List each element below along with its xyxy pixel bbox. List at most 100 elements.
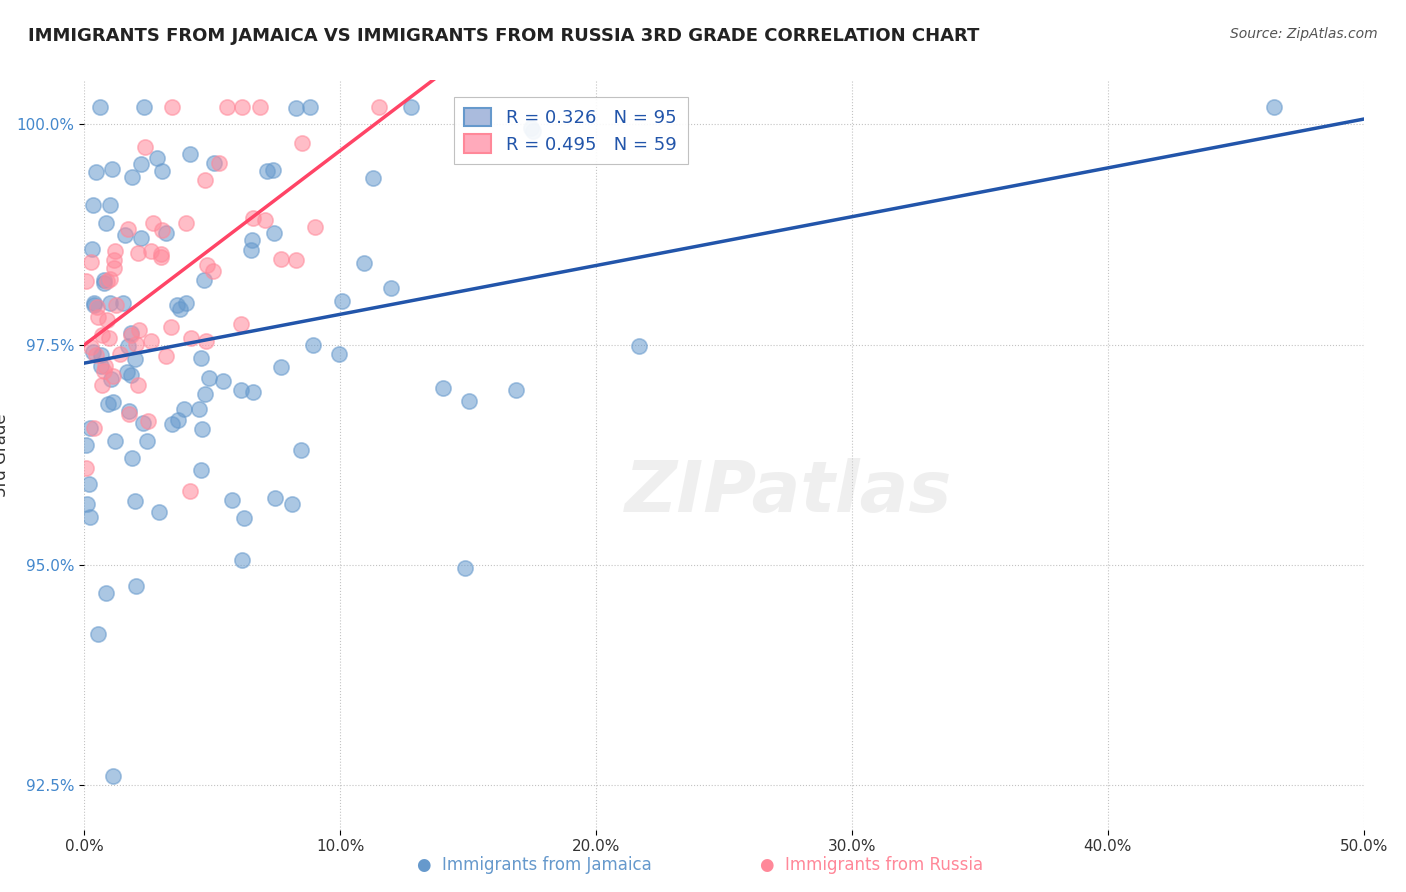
Point — [84, 165, 107, 179]
Point — [80, 255, 103, 269]
Point — [399, 100, 422, 114]
Point — [79, 509, 101, 524]
Point — [124, 493, 146, 508]
Point — [190, 462, 212, 476]
Point — [89, 100, 111, 114]
Point — [111, 295, 134, 310]
Point — [86, 626, 108, 640]
Point — [108, 347, 131, 361]
Point — [263, 226, 285, 240]
Point — [242, 211, 264, 225]
Point — [179, 483, 201, 498]
Point — [290, 443, 312, 458]
Point — [149, 247, 172, 261]
Point — [76, 497, 98, 511]
Point — [82, 344, 104, 359]
Point — [166, 298, 188, 312]
Point — [212, 374, 235, 388]
Point — [627, 339, 650, 353]
Point — [98, 296, 121, 310]
Point — [93, 276, 115, 290]
Point — [94, 359, 117, 374]
Point — [120, 326, 142, 341]
Point — [522, 124, 544, 138]
Point — [121, 169, 143, 184]
Point — [194, 173, 217, 187]
Point — [231, 553, 253, 567]
Point — [104, 434, 127, 448]
Point — [179, 147, 201, 161]
Point — [270, 360, 292, 375]
Point — [114, 228, 136, 243]
Point — [380, 280, 402, 294]
Point — [134, 100, 156, 114]
Point — [125, 579, 148, 593]
Point — [93, 364, 115, 378]
Point — [361, 171, 384, 186]
Point — [160, 100, 183, 114]
Point — [90, 377, 112, 392]
Point — [280, 497, 302, 511]
Point — [188, 402, 211, 417]
Text: ●  Immigrants from Russia: ● Immigrants from Russia — [761, 856, 983, 874]
Point — [368, 100, 391, 114]
Point — [124, 351, 146, 366]
Point — [103, 252, 125, 267]
Point — [121, 450, 143, 465]
Point — [94, 216, 117, 230]
Point — [96, 313, 118, 327]
Point — [120, 368, 142, 382]
Point — [299, 100, 322, 114]
Point — [195, 334, 218, 348]
Point — [117, 221, 139, 235]
Point — [148, 505, 170, 519]
Point — [100, 372, 122, 386]
Point — [86, 300, 108, 314]
Point — [97, 397, 120, 411]
Point — [75, 437, 97, 451]
Point — [242, 385, 264, 400]
Point — [240, 243, 263, 257]
Point — [284, 101, 307, 115]
Point — [198, 370, 221, 384]
Point — [75, 461, 97, 475]
Point — [141, 244, 163, 258]
Text: ●  Immigrants from Jamaica: ● Immigrants from Jamaica — [418, 856, 651, 874]
Point — [173, 402, 195, 417]
Point — [101, 394, 124, 409]
Point — [83, 296, 105, 310]
Point — [249, 100, 271, 114]
Point — [221, 493, 243, 508]
Point — [79, 421, 101, 435]
Point — [240, 234, 263, 248]
Text: ZIPatlas: ZIPatlas — [624, 458, 952, 527]
Point — [132, 416, 155, 430]
Point — [127, 377, 149, 392]
Point — [193, 273, 215, 287]
Point — [87, 310, 110, 324]
Point — [83, 421, 105, 435]
Text: Source: ZipAtlas.com: Source: ZipAtlas.com — [1230, 27, 1378, 41]
Point — [302, 338, 325, 352]
Point — [155, 349, 177, 363]
Point — [97, 331, 120, 345]
Point — [150, 223, 173, 237]
Point — [229, 317, 252, 331]
Point — [90, 348, 112, 362]
Point — [169, 301, 191, 316]
Point — [304, 220, 326, 235]
Y-axis label: 3rd Grade: 3rd Grade — [0, 413, 10, 497]
Point — [270, 252, 292, 266]
Point — [202, 264, 225, 278]
Point — [127, 246, 149, 260]
Point — [98, 272, 121, 286]
Point — [180, 331, 202, 345]
Point — [1263, 100, 1285, 114]
Point — [353, 256, 375, 270]
Point — [195, 259, 218, 273]
Point — [505, 383, 527, 397]
Point — [91, 328, 114, 343]
Point — [432, 381, 454, 395]
Point — [155, 227, 177, 241]
Point — [117, 339, 139, 353]
